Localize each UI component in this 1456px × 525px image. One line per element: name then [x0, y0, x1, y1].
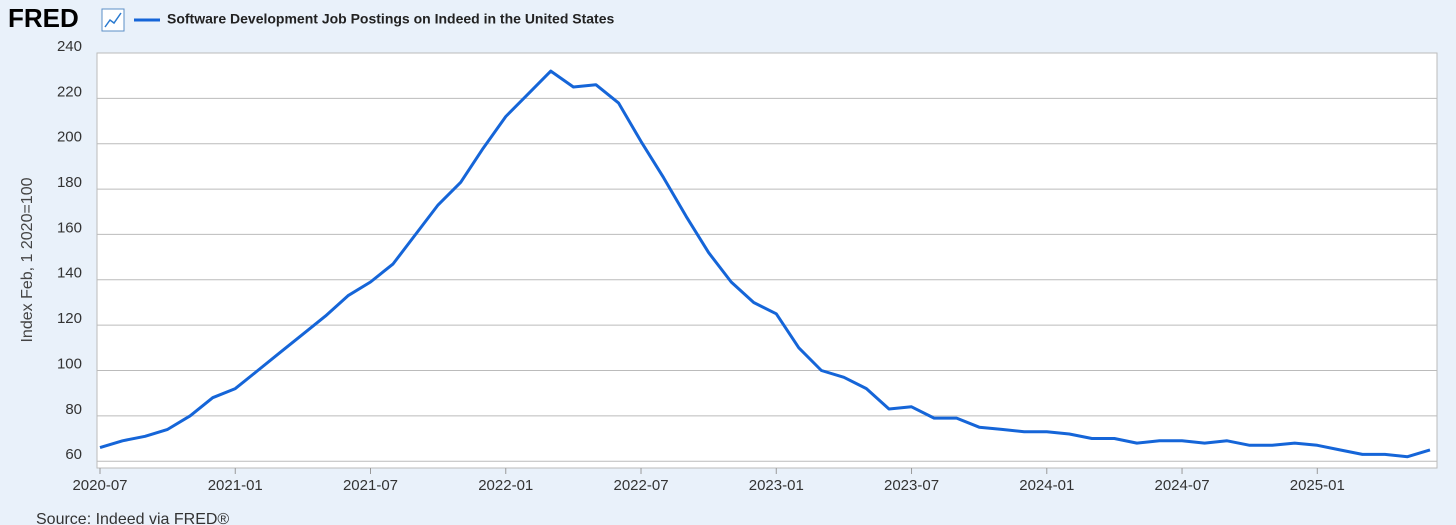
legend-label: Software Development Job Postings on Ind… [167, 11, 614, 27]
x-tick-label: 2021-07 [343, 477, 398, 494]
logo: FRED [8, 3, 79, 33]
y-tick-label: 140 [57, 265, 82, 282]
y-tick-label: 160 [57, 219, 82, 236]
logo-icon [101, 8, 125, 32]
data-line [99, 69, 1431, 459]
x-tick-label: 2022-07 [613, 477, 668, 494]
x-tick-label: 2023-07 [884, 477, 939, 494]
logo-icon-line [104, 12, 122, 28]
y-tick-label: 240 [57, 38, 82, 55]
x-tick-label: 2024-01 [1019, 477, 1074, 494]
source: Source: Indeed via FRED® [36, 511, 229, 525]
plot-area [96, 52, 1438, 469]
y-tick-label: 220 [57, 83, 82, 100]
y-tick-label: 200 [57, 129, 82, 146]
y-tick-label: 80 [65, 401, 82, 418]
y-axis-label: Index Feb, 1 2020=100 [19, 177, 36, 342]
x-tick-label: 2024-07 [1155, 477, 1210, 494]
y-tick-label: 60 [65, 446, 82, 463]
y-tick-label: 120 [57, 310, 82, 327]
x-tick-label: 2023-01 [749, 477, 804, 494]
y-tick-label: 100 [57, 355, 82, 372]
x-tick-label: 2025-01 [1290, 477, 1345, 494]
x-tick-label: 2021-01 [208, 477, 263, 494]
y-tick-label: 180 [57, 174, 82, 191]
x-tick-label: 2022-01 [478, 477, 533, 494]
x-tick-label: 2020-07 [72, 477, 127, 494]
